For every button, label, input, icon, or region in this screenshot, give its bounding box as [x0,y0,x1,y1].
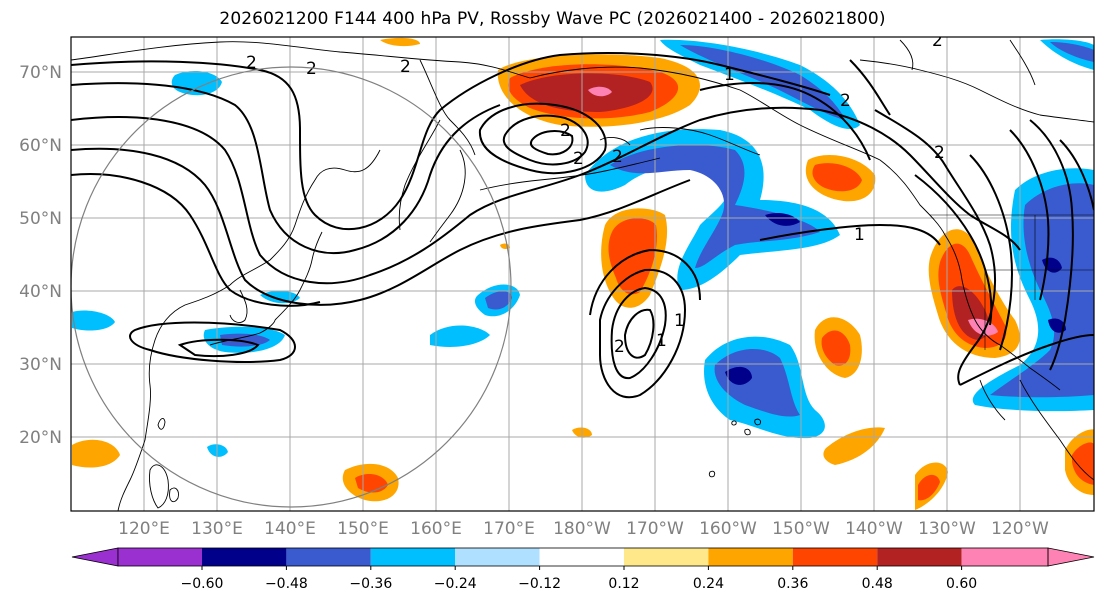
colorbar-segment [961,548,1048,566]
colorbar-tick-label: −0.24 [434,576,477,592]
lon-label: 130°W [918,519,976,539]
colorbar-segment [286,548,371,566]
contour-labels: 2 2 2 2 2 2 1 1 1 2 2 2 2 1 [246,31,945,357]
map-frame [70,36,1095,512]
colorbar-segment [455,548,540,566]
svg-text:1: 1 [656,331,667,351]
lat-label: 40°N [19,282,62,302]
colorbar-tick-label: 0.48 [862,576,893,592]
lon-label: 140°W [845,519,903,539]
colorbar-tick-label: −0.36 [349,576,392,592]
lat-label: 60°N [19,136,62,156]
svg-text:2: 2 [612,147,623,167]
colorbar-segment [624,548,709,566]
lat-label: 70°N [19,63,62,83]
svg-text:2: 2 [934,143,945,163]
svg-text:2: 2 [560,121,571,141]
svg-text:2: 2 [246,53,257,73]
lon-label: 180°W [553,519,611,539]
colorbar-tick-label: −0.48 [265,576,308,592]
svg-text:2: 2 [306,59,317,79]
svg-text:2: 2 [840,91,851,111]
svg-text:2: 2 [614,337,625,357]
lat-label: 30°N [19,355,62,375]
svg-text:2: 2 [932,31,943,51]
region-circle [71,66,512,508]
colorbar-segment [792,548,878,566]
lon-label: 150°E [337,519,389,539]
svg-text:2: 2 [400,57,411,77]
lon-label: 160°W [699,519,757,539]
latitude-labels: 70°N 60°N 50°N 40°N 30°N 20°N [19,63,62,448]
colorbar-outline [117,547,1049,567]
lon-label: 170°W [626,519,684,539]
colorbar-extend-high [1047,547,1095,567]
svg-text:2: 2 [573,149,584,169]
svg-text:1: 1 [674,311,685,331]
lon-label: 120°W [991,519,1049,539]
svg-text:1: 1 [854,225,865,245]
lat-label: 50°N [19,209,62,229]
lon-label: 170°E [483,519,535,539]
colorbar-segment [370,548,456,566]
graticule [71,37,1094,511]
lon-label: 140°E [264,519,316,539]
lat-label: 20°N [19,428,62,448]
colorbar-tick-label: −0.12 [518,576,561,592]
lon-label: 160°E [410,519,462,539]
colorbar-extend-low [71,547,119,567]
colorbar-segment [118,548,202,566]
colorbar-tick-label: 0.12 [608,576,639,592]
colorbar: −0.60 −0.48 −0.36 −0.24 −0.12 0.12 0.24 0.36 0.4… [71,547,1095,592]
colorbar-tick-label: 0.36 [777,576,808,592]
lon-label: 130°E [191,519,243,539]
colorbar-segment [877,548,962,566]
map-title: 2026021200 F144 400 hPa PV, Rossby Wave … [219,9,886,29]
colorbar-tick-label: −0.60 [181,576,224,592]
svg-text:1: 1 [724,65,735,85]
colorbar-tick-label: 0.60 [946,576,977,592]
pv-contours [71,52,1094,399]
colorbar-tick-label: 0.24 [693,576,724,592]
lon-label: 120°E [118,519,170,539]
colorbar-segment [202,548,287,566]
lon-label: 150°W [772,519,830,539]
longitude-labels: 120°E 130°E 140°E 150°E 160°E 170°E 180°… [118,519,1049,539]
colorbar-segment [539,548,624,566]
colorbar-segment [708,548,793,566]
